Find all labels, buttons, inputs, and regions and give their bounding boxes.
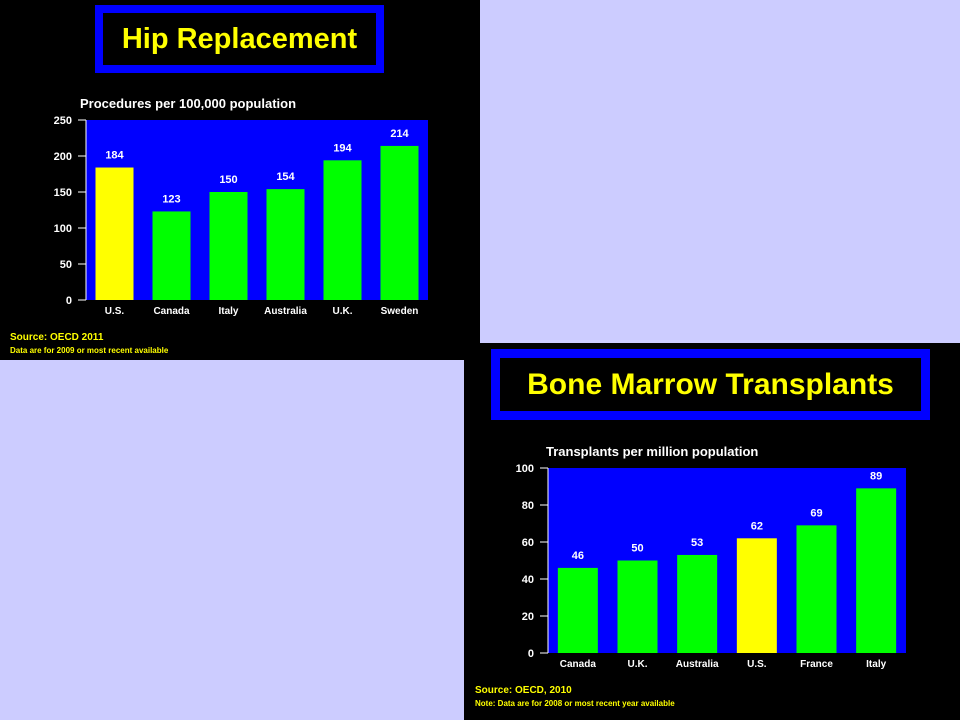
bmt-value-label: 50	[631, 543, 643, 555]
bmt-category-label: U.S.	[747, 659, 767, 670]
bmt-source: Source: OECD, 2010	[475, 685, 572, 696]
hip-bar	[152, 211, 191, 300]
hip-value-label: 184	[105, 150, 124, 162]
hip-source: Source: OECD 2011	[10, 332, 104, 343]
hip-note: Data are for 2009 or most recent availab…	[10, 346, 169, 355]
hip-bar	[380, 145, 419, 300]
bmt-bar	[617, 560, 658, 653]
hip-bar	[95, 167, 134, 300]
hip-value-label: 150	[219, 174, 237, 186]
bmt-title-box: Bone Marrow Transplants	[489, 347, 932, 422]
bmt-ytick-label: 100	[516, 463, 534, 475]
bone-marrow-panel: Bone Marrow Transplants Transplants per …	[464, 343, 960, 720]
hip-bar	[209, 192, 248, 300]
hip-ytick-label: 200	[54, 151, 72, 163]
hip-category-label: U.K.	[333, 306, 353, 317]
bmt-bar	[557, 567, 598, 653]
bmt-value-label: 46	[572, 550, 584, 562]
hip-plot-area	[86, 120, 428, 300]
bmt-ytick-label: 20	[522, 611, 534, 623]
bmt-subtitle: Transplants per million population	[546, 444, 759, 459]
bmt-value-label: 89	[870, 470, 882, 482]
hip-value-label: 154	[276, 171, 295, 183]
hip-ytick-label: 50	[60, 259, 72, 271]
bmt-plot-area	[548, 468, 906, 653]
bmt-category-label: France	[800, 659, 833, 670]
bmt-title: Bone Marrow Transplants	[527, 367, 894, 401]
bmt-category-label: Australia	[676, 659, 719, 670]
hip-ytick-label: 0	[66, 295, 72, 307]
bmt-bar	[856, 488, 897, 653]
hip-ytick-label: 100	[54, 223, 72, 235]
bmt-note: Note: Data are for 2008 or most recent y…	[475, 699, 675, 708]
bmt-bar	[796, 525, 837, 653]
hip-subtitle: Procedures per 100,000 population	[80, 96, 297, 111]
bmt-category-label: U.K.	[628, 659, 648, 670]
hip-title-inner: Hip Replacement	[103, 13, 376, 65]
hip-ytick-label: 250	[54, 115, 72, 127]
bmt-bar-chart: 0 20 40 60 80 100 46 Canada 50 U.K. 53 Australia 62 U…	[516, 463, 906, 670]
hip-category-label: Italy	[218, 306, 238, 317]
bmt-ytick-label: 60	[522, 537, 534, 549]
hip-value-label: 123	[162, 193, 180, 205]
hip-title: Hip Replacement	[121, 22, 358, 55]
hip-category-label: Canada	[153, 306, 190, 317]
bmt-category-label: Canada	[560, 659, 597, 670]
hip-value-label: 194	[333, 142, 352, 154]
bmt-value-label: 53	[691, 537, 703, 549]
hip-category-label: Australia	[264, 306, 307, 317]
bmt-ytick-label: 0	[528, 648, 534, 660]
hip-bar-chart: 0 50 100 150 200 250 184 U.S. 123 Canada 150 Italy 1…	[54, 115, 428, 317]
bmt-bar	[677, 554, 718, 653]
bmt-bar	[736, 538, 777, 653]
bmt-value-label: 62	[751, 520, 763, 532]
bmt-category-label: Italy	[866, 659, 886, 670]
hip-ytick-label: 150	[54, 187, 72, 199]
bmt-ytick-label: 80	[522, 500, 534, 512]
hip-category-label: Sweden	[381, 306, 419, 317]
bmt-value-label: 69	[810, 507, 822, 519]
hip-title-box: Hip Replacement	[93, 3, 386, 75]
hip-category-label: U.S.	[105, 306, 125, 317]
hip-value-label: 214	[390, 128, 409, 140]
hip-bar	[266, 189, 305, 300]
bmt-ytick-label: 40	[522, 574, 534, 586]
hip-replacement-panel: Hip Replacement Procedures per 100,000 p…	[0, 0, 480, 360]
bmt-title-inner: Bone Marrow Transplants	[500, 358, 921, 411]
hip-bar	[323, 160, 362, 300]
